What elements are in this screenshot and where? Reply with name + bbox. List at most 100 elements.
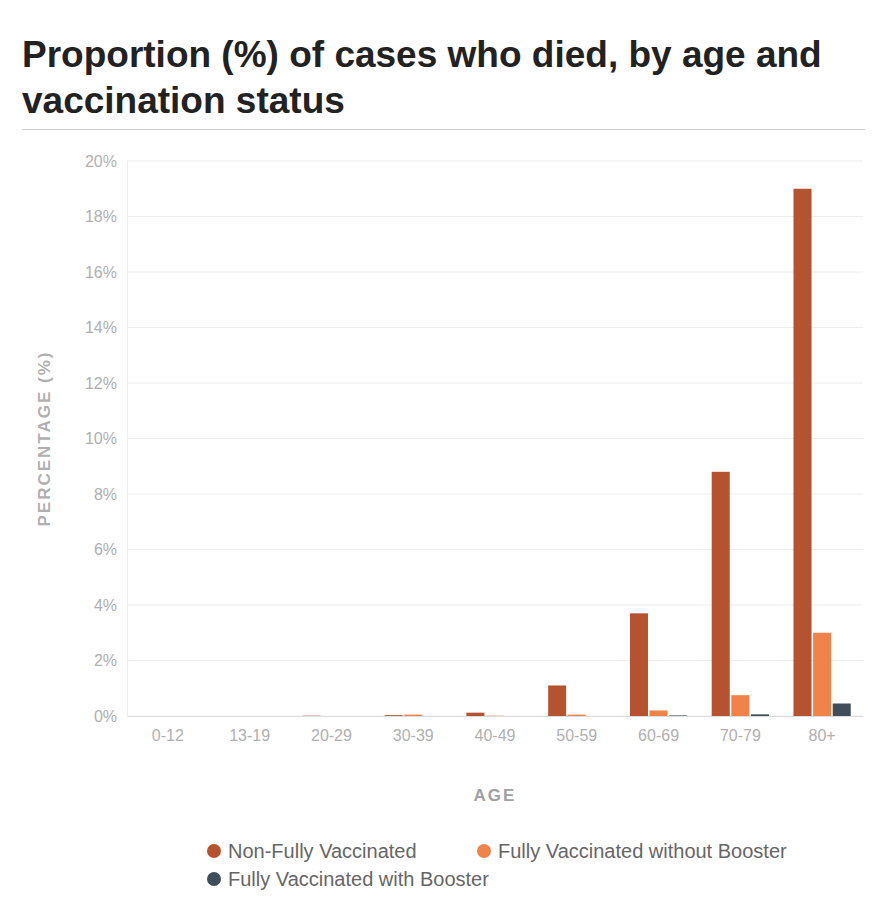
legend-label: Non-Fully Vaccinated [228, 840, 417, 862]
legend-swatch [207, 872, 221, 886]
legend-item: Fully Vaccinated without Booster [477, 840, 787, 862]
grid-line [127, 161, 863, 162]
legend-item: Non-Fully Vaccinated [207, 840, 417, 862]
y-tick-label: 0% [94, 708, 117, 725]
y-tick-label: 18% [85, 208, 117, 225]
y-tick: 8% [94, 486, 127, 503]
bar [241, 716, 259, 717]
legend-label: Fully Vaccinated without Booster [498, 840, 787, 862]
y-tick-label: 2% [94, 652, 117, 669]
bar [751, 714, 769, 716]
bar [342, 716, 360, 717]
bar [548, 685, 566, 716]
legend: Non-Fully Vaccinated Fully Vaccinated wit… [207, 840, 787, 890]
bar [712, 472, 730, 716]
bar-series [303, 189, 812, 716]
x-axis-line [128, 716, 864, 717]
legend-swatch [207, 844, 221, 858]
bar [178, 716, 196, 717]
legend-swatch [477, 844, 491, 858]
y-tick: 4% [94, 597, 127, 614]
y-tick: 6% [94, 541, 127, 558]
x-axis-title: AGE [474, 786, 517, 805]
y-tick: 10% [85, 430, 127, 447]
bar [568, 715, 586, 716]
y-axis-line [127, 162, 128, 717]
bar-series [669, 704, 851, 716]
x-tick: 13-19 [229, 716, 270, 744]
x-axis: 0-12 13-19 20-29 30-39 40-49 50-59 60-69 70-79 8… [128, 716, 864, 744]
y-tick-label: 12% [85, 375, 117, 392]
x-tick-label: 50-59 [556, 727, 597, 744]
x-tick-label: 70-79 [720, 727, 761, 744]
y-tick-label: 20% [85, 153, 117, 170]
x-tick: 70-79 [720, 716, 761, 744]
x-tick: 0-12 [152, 716, 184, 744]
bar [385, 715, 403, 716]
bar [731, 695, 749, 716]
bar [260, 716, 278, 717]
grid-line [127, 438, 863, 439]
chart: 0% 2% 4% 6% 8% 10% 12% 14% 16% 18% 20% 0-12 13-19 20-… [0, 0, 886, 920]
y-tick: 20% [85, 153, 127, 170]
y-axis-title: PERCENTAGE (%) [35, 351, 54, 527]
bar [650, 710, 668, 716]
legend-label: Fully Vaccinated with Booster [228, 868, 489, 890]
bar [833, 704, 851, 716]
bar [486, 715, 504, 716]
grid-line [127, 549, 863, 550]
grid [127, 161, 863, 716]
y-tick: 14% [85, 319, 127, 336]
grid-line [127, 216, 863, 217]
bar [303, 715, 321, 716]
x-tick-label: 30-39 [393, 727, 434, 744]
x-tick-label: 0-12 [152, 727, 184, 744]
x-tick-label: 60-69 [638, 727, 679, 744]
legend-item: Fully Vaccinated with Booster [207, 868, 489, 890]
bar [221, 716, 239, 717]
y-tick: 18% [85, 208, 127, 225]
x-tick: 60-69 [638, 716, 679, 744]
x-tick: 80+ [809, 716, 836, 744]
y-tick: 2% [94, 652, 127, 669]
y-tick: 16% [85, 264, 127, 281]
x-tick-label: 20-29 [311, 727, 352, 744]
bar [404, 715, 422, 716]
bar [630, 613, 648, 716]
x-tick-label: 13-19 [229, 727, 270, 744]
bar [813, 633, 831, 716]
bar [466, 713, 484, 716]
y-axis: 0% 2% 4% 6% 8% 10% 12% 14% 16% 18% 20% [85, 153, 128, 725]
y-tick-label: 14% [85, 319, 117, 336]
y-tick-label: 16% [85, 264, 117, 281]
x-tick: 30-39 [393, 716, 434, 744]
chart-title: Proportion (%) of cases who died, by age… [22, 32, 834, 124]
x-tick: 50-59 [556, 716, 597, 744]
bar-series [404, 633, 831, 716]
x-tick-label: 80+ [809, 727, 836, 744]
bar [322, 716, 340, 717]
grid-line [127, 605, 863, 606]
y-tick: 0% [94, 708, 127, 725]
x-tick-label: 40-49 [475, 727, 516, 744]
y-tick-label: 10% [85, 430, 117, 447]
x-tick: 40-49 [475, 716, 516, 744]
bar [793, 189, 811, 716]
x-tick: 20-29 [311, 716, 352, 744]
bars [303, 189, 851, 716]
grid-line [127, 327, 863, 328]
y-tick-label: 6% [94, 541, 117, 558]
bar [669, 715, 687, 716]
y-tick-label: 8% [94, 486, 117, 503]
grid-line [127, 660, 863, 661]
bar [506, 716, 524, 717]
bar [159, 716, 177, 717]
bar [587, 716, 605, 717]
title-rule [22, 129, 865, 130]
grid-line [127, 272, 863, 273]
bar [424, 716, 442, 717]
y-tick: 12% [85, 375, 127, 392]
bar [139, 716, 157, 717]
grid-line [127, 494, 863, 495]
y-tick-label: 4% [94, 597, 117, 614]
